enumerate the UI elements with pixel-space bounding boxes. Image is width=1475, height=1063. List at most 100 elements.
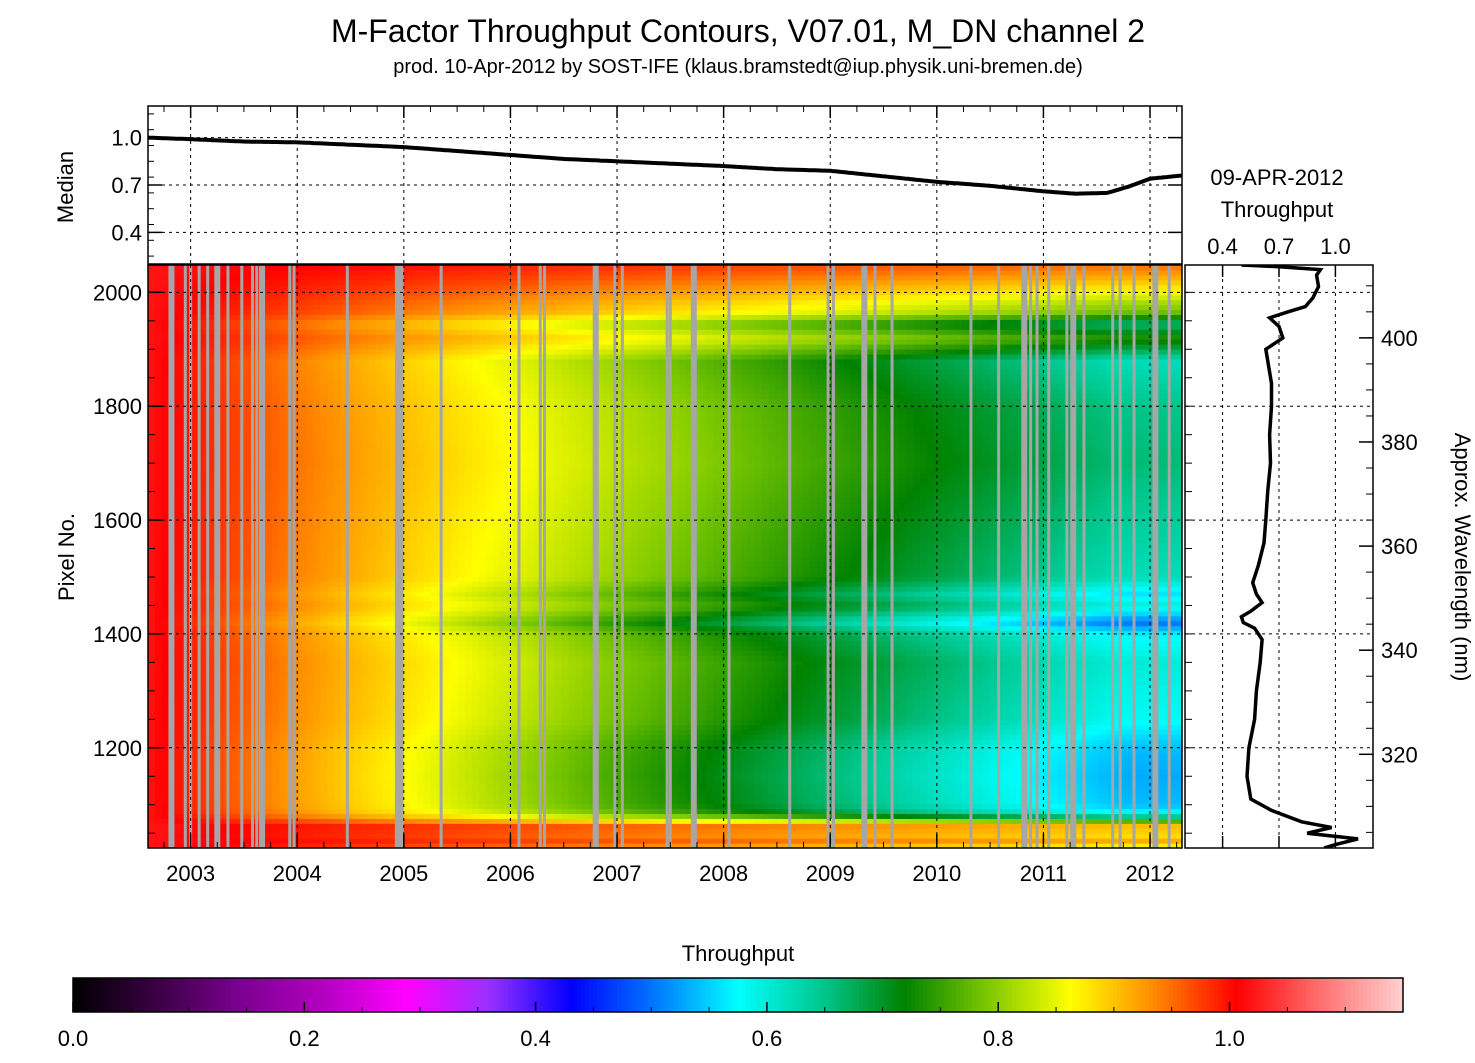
heatmap-cell xyxy=(347,526,356,533)
heatmap-cell xyxy=(306,625,315,632)
heatmap-cell xyxy=(272,828,280,834)
heatmap-cell xyxy=(347,630,356,637)
heatmap-cell xyxy=(189,699,197,706)
heatmap-cell xyxy=(161,378,170,385)
heatmap-cell xyxy=(354,838,363,844)
heatmap-cell xyxy=(230,596,239,602)
heatmap-cell xyxy=(423,689,432,696)
heatmap-cell xyxy=(175,744,184,750)
heatmap-cell xyxy=(354,566,363,572)
heatmap-cell xyxy=(347,358,356,365)
heatmap-cell xyxy=(430,566,439,572)
heatmap-cell xyxy=(161,284,170,291)
heatmap-cell xyxy=(327,265,335,271)
heatmap-cell xyxy=(313,709,321,716)
heatmap-cell xyxy=(230,319,239,325)
heatmap-cell xyxy=(347,383,356,390)
heatmap-cell xyxy=(265,324,273,330)
heatmap-cell xyxy=(175,828,184,834)
heatmap-cell xyxy=(216,284,225,291)
heatmap-cell xyxy=(423,650,432,656)
heatmap-cell xyxy=(416,798,425,805)
heatmap-cell xyxy=(230,670,239,676)
heatmap-cell xyxy=(272,714,280,721)
heatmap-cell xyxy=(334,432,342,439)
heatmap-cell xyxy=(368,541,377,548)
heatmap-cell xyxy=(306,670,315,676)
heatmap-cell xyxy=(327,482,335,488)
heatmap-cell xyxy=(375,531,383,538)
heatmap-cell xyxy=(210,788,218,795)
heatmap-cell xyxy=(299,502,308,508)
heatmap-cell xyxy=(292,512,301,518)
heatmap-cell xyxy=(389,334,397,340)
heatmap-cell xyxy=(175,625,184,632)
heatmap-cell xyxy=(299,773,308,780)
heatmap-cell xyxy=(409,704,418,711)
heatmap-cell xyxy=(278,724,287,731)
heatmap-cell xyxy=(189,487,197,493)
heatmap-cell xyxy=(210,309,218,316)
heatmap-cell xyxy=(292,398,301,404)
heatmap-cell xyxy=(341,724,349,731)
heatmap-cell xyxy=(403,502,411,508)
heatmap-cell xyxy=(403,546,411,553)
heatmap-cell xyxy=(148,269,156,276)
heatmap-cell xyxy=(278,526,287,533)
heatmap-cell xyxy=(334,694,342,701)
heatmap-cell xyxy=(327,670,335,676)
heatmap-cell xyxy=(278,408,287,414)
heatmap-cell xyxy=(361,566,370,572)
heatmap-cell xyxy=(382,541,390,548)
heatmap-cell xyxy=(423,314,432,320)
heatmap-cell xyxy=(416,413,425,419)
heatmap-cell xyxy=(251,586,259,592)
heatmap-cell xyxy=(354,689,363,696)
heatmap-cell xyxy=(244,353,252,360)
heatmap-cell xyxy=(210,284,218,291)
heatmap-cell xyxy=(154,447,163,454)
heatmap-cell xyxy=(313,793,321,800)
heatmap-cell xyxy=(161,729,170,735)
heatmap-cell xyxy=(272,304,280,311)
heatmap-cell xyxy=(216,462,225,469)
heatmap-cell xyxy=(161,314,170,320)
heatmap-cell xyxy=(423,773,432,780)
heatmap-cell xyxy=(230,566,239,572)
heatmap-cell xyxy=(416,783,425,790)
heatmap-cell xyxy=(175,269,184,276)
heatmap-cell xyxy=(161,413,170,419)
heatmap-cell xyxy=(368,581,377,587)
heatmap-cell xyxy=(210,749,218,755)
heatmap-cell xyxy=(375,625,383,632)
heatmap-cell xyxy=(375,615,383,622)
heatmap-cell xyxy=(341,739,349,745)
heatmap-cell xyxy=(320,269,328,276)
heatmap-cell xyxy=(154,680,163,686)
heatmap-cell xyxy=(251,610,259,617)
heatmap-cell xyxy=(210,452,218,459)
heatmap-cell xyxy=(341,541,349,548)
heatmap-cell xyxy=(341,689,349,696)
heatmap-cell xyxy=(189,413,197,419)
heatmap-cell xyxy=(216,502,225,508)
heatmap-cell xyxy=(341,437,349,444)
heatmap-cell xyxy=(320,754,328,760)
heatmap-cell xyxy=(403,413,411,419)
heatmap-cell xyxy=(148,724,156,731)
heatmap-cell xyxy=(189,655,197,661)
heatmap-cell xyxy=(354,615,363,622)
heatmap-cell xyxy=(154,783,163,790)
heatmap-cell xyxy=(272,768,280,775)
heatmap-cell xyxy=(278,640,287,647)
heatmap-cell xyxy=(292,744,301,750)
heatmap-cell xyxy=(292,383,301,390)
heatmap-cell xyxy=(409,442,418,449)
heatmap-cell xyxy=(161,576,170,582)
heatmap-cell xyxy=(382,472,390,479)
heatmap-cell xyxy=(265,408,273,414)
heatmap-cell xyxy=(161,808,170,815)
heatmap-cell xyxy=(299,704,308,711)
heatmap-cell xyxy=(272,418,280,424)
heatmap-cell xyxy=(347,393,356,399)
